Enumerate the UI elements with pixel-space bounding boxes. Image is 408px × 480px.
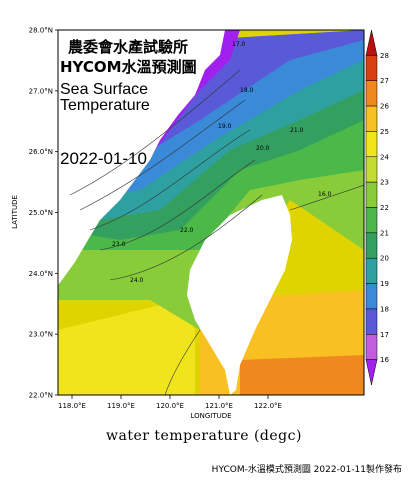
contour-label: 20.0 — [256, 145, 270, 152]
colorbar-cap-bottom — [365, 359, 378, 386]
china-land — [58, 30, 225, 285]
lon-tick-label: 118.0°E — [58, 402, 86, 410]
lat-tick-label: 23.0°N — [29, 331, 53, 339]
colorbar-swatch — [365, 105, 378, 132]
colorbar-level-label: 21 — [380, 229, 389, 237]
colorbar: 16 17 18 19 20 21 22 23 24 25 26 27 28 — [365, 29, 389, 386]
warm-band-27 — [240, 355, 364, 395]
lat-tick-label: 28.0°N — [29, 27, 53, 35]
taiwan-land — [187, 195, 292, 395]
contour-label: 18.0 — [240, 87, 254, 94]
contour-label: 19.0 — [218, 123, 232, 130]
chart-caption: water temperature (degc) — [106, 428, 302, 444]
colorbar-level-label: 24 — [380, 153, 389, 161]
warm-band-24 — [58, 300, 195, 395]
title-model: HYCOM水溫預測圖 — [60, 58, 197, 76]
colorbar-level-label: 27 — [380, 77, 389, 85]
lon-tick-label: 119.0°E — [107, 402, 135, 410]
colorbar-level-label: 18 — [380, 305, 389, 313]
title-line1: Sea Surface — [60, 81, 148, 98]
lon-tick-label: 122.0°E — [254, 402, 282, 410]
colorbar-swatch — [365, 308, 378, 335]
colorbar-level-label: 25 — [380, 128, 389, 136]
contour-label: 21.0 — [290, 127, 304, 134]
title-date: 2022-01-10 — [60, 149, 147, 168]
colorbar-level-label: 16 — [380, 356, 389, 364]
footer-credit: HYCOM-水溫模式預測圖 2022-01-11製作發布 — [211, 465, 402, 475]
colorbar-swatch — [365, 232, 378, 259]
sst-map: 18.0 19.0 20.0 21.0 22.0 23.0 24.0 17.0 16.0 — [58, 30, 364, 395]
colorbar-swatch — [365, 156, 378, 183]
contour-label: 17.0 — [232, 41, 246, 48]
colorbar-level-label: 26 — [380, 103, 389, 111]
lat-tick-label: 22.0°N — [29, 392, 53, 400]
colorbar-swatch — [365, 131, 378, 158]
colorbar-cap-top — [365, 29, 378, 56]
lon-tick-label: 121.0°E — [205, 402, 233, 410]
colorbar-level-label: 17 — [380, 331, 389, 339]
latitude-axis-title: LATITUDE — [11, 195, 19, 229]
colorbar-swatch — [365, 334, 378, 360]
lon-tick-label: 120.0°E — [156, 402, 184, 410]
colorbar-swatch — [365, 257, 378, 284]
colorbar-level-label: 28 — [380, 52, 389, 60]
contour-label: 22.0 — [180, 227, 194, 234]
colorbar-swatch — [365, 283, 378, 310]
colorbar-swatch — [365, 55, 378, 81]
colorbar-level-label: 20 — [380, 255, 389, 263]
title-org: 農委會水產試驗所 — [68, 38, 188, 56]
lat-tick-label: 26.0°N — [29, 148, 53, 156]
lat-tick-label: 27.0°N — [29, 87, 53, 95]
longitude-ticks: 118.0°E 119.0°E 120.0°E 121.0°E 122.0°E — [58, 395, 282, 410]
contour-label: 23.0 — [112, 241, 126, 248]
colorbar-level-label: 23 — [380, 179, 389, 187]
contour-labels: 18.0 19.0 20.0 21.0 22.0 23.0 24.0 17.0 16.0 — [112, 41, 332, 284]
contour-lines — [69, 69, 364, 395]
contour-label: 24.0 — [130, 277, 144, 284]
longitude-axis-title: LONGITUDE — [190, 412, 231, 420]
latitude-ticks: 28.0°N 27.0°N 26.0°N 25.0°N 24.0°N 23.0°N 22.0… — [29, 27, 58, 400]
lat-tick-label: 24.0°N — [29, 270, 53, 278]
contour-label: 16.0 — [318, 191, 332, 198]
colorbar-level-label: 19 — [380, 280, 389, 288]
colorbar-level-label: 22 — [380, 204, 389, 212]
title-line2: Temperature — [60, 97, 150, 114]
colorbar-swatch — [365, 80, 378, 107]
colorbar-swatch — [365, 181, 378, 208]
lat-tick-label: 25.0°N — [29, 209, 53, 217]
colorbar-swatch — [365, 207, 378, 234]
